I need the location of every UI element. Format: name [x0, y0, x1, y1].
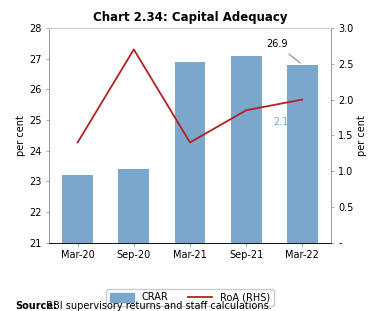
Bar [287, 65, 318, 243]
Text: Source:: Source: [15, 301, 57, 311]
Bar [118, 169, 149, 243]
Bar [174, 62, 206, 243]
Y-axis label: per cent: per cent [356, 115, 367, 156]
Title: Chart 2.34: Capital Adequacy: Chart 2.34: Capital Adequacy [93, 11, 287, 24]
Bar [62, 175, 93, 243]
Y-axis label: per cent: per cent [16, 115, 27, 156]
Text: 26.9: 26.9 [266, 39, 300, 63]
Text: 2.1: 2.1 [273, 118, 289, 128]
Legend: CRAR, RoA (RHS): CRAR, RoA (RHS) [106, 289, 274, 306]
Bar [231, 56, 262, 243]
Text: RBI supervisory returns and staff calculations.: RBI supervisory returns and staff calcul… [43, 301, 271, 311]
